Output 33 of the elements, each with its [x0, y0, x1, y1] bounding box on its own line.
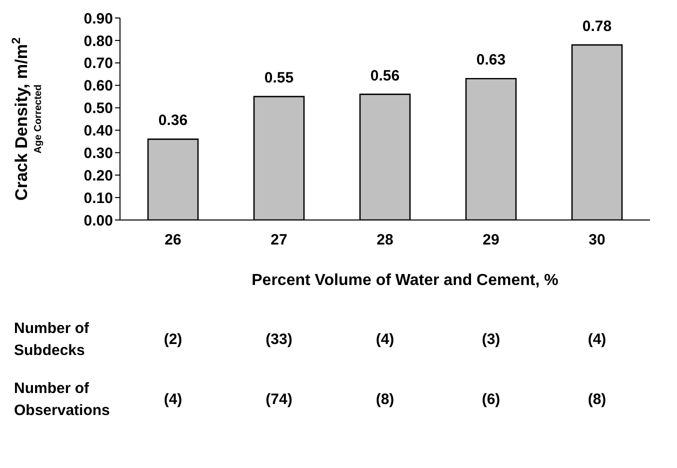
data-label: 0.56	[370, 67, 400, 84]
y-tick-label: 0.00	[84, 212, 113, 230]
data-label: 0.36	[158, 112, 188, 130]
y-tick-label: 0.40	[84, 122, 113, 140]
text: (3)	[480, 330, 502, 350]
data-label: 0.63	[476, 52, 506, 69]
text: Number of Observations	[14, 379, 111, 421]
data-label: 0.78	[582, 18, 612, 35]
text: (6)	[480, 390, 502, 410]
x-axis-title: Percent Volume of Water and Cement, %	[252, 272, 558, 289]
y-tick-label: 0.60	[84, 78, 113, 95]
text: (2)	[162, 330, 184, 350]
text: (4)	[586, 330, 608, 350]
text: (4)	[374, 330, 396, 350]
text: (8)	[374, 390, 396, 410]
x-tick-label: 26	[164, 232, 182, 249]
y-tick-label: 0.30	[84, 144, 113, 162]
text: (33)	[264, 330, 294, 350]
text: (8)	[586, 390, 608, 410]
x-tick-label: 28	[376, 232, 394, 249]
y-tick-label: 0.10	[84, 190, 113, 207]
text: (74)	[264, 390, 294, 410]
data-label: 0.55	[264, 70, 294, 87]
y-tick-label: 0.20	[84, 167, 113, 184]
y-tick-label: 0.70	[84, 55, 113, 72]
x-tick-label: 27	[270, 232, 288, 249]
text: (4)	[162, 390, 184, 410]
x-tick-label: 30	[588, 232, 606, 249]
y-tick-label: 0.80	[84, 32, 113, 50]
y-tick-label: 0.90	[84, 10, 113, 28]
text: Number of Subdecks	[14, 319, 90, 361]
x-tick-label: 29	[482, 232, 500, 249]
y-tick-label: 0.50	[84, 100, 113, 118]
